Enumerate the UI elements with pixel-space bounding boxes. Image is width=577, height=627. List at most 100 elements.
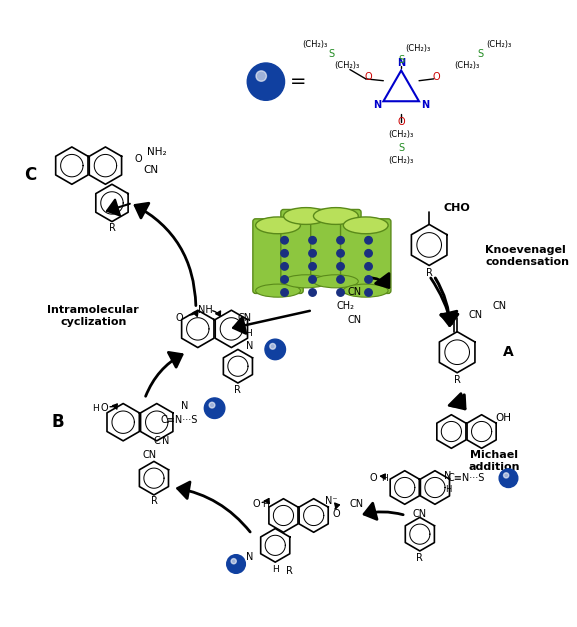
Text: O: O — [253, 499, 260, 509]
Text: R: R — [151, 497, 158, 507]
Text: R: R — [417, 554, 424, 564]
Text: addition: addition — [469, 462, 520, 472]
Text: O: O — [398, 117, 405, 127]
Text: NH: NH — [198, 305, 213, 315]
Text: cyclization: cyclization — [60, 317, 126, 327]
Text: CH₂: CH₂ — [336, 300, 354, 310]
FancyBboxPatch shape — [310, 209, 361, 284]
Text: N: N — [373, 100, 381, 110]
Text: O: O — [365, 72, 372, 82]
Text: R: R — [234, 386, 241, 396]
Ellipse shape — [256, 284, 301, 297]
Circle shape — [337, 236, 344, 244]
Text: OH: OH — [496, 413, 512, 423]
Text: H: H — [263, 500, 269, 508]
Text: A: A — [503, 345, 514, 359]
FancyBboxPatch shape — [253, 219, 304, 293]
Circle shape — [337, 289, 344, 296]
Text: CHO: CHO — [444, 203, 470, 213]
Circle shape — [504, 473, 509, 478]
Text: C: C — [153, 436, 160, 446]
Text: N: N — [246, 340, 254, 350]
Ellipse shape — [313, 208, 358, 224]
Ellipse shape — [284, 208, 328, 224]
Circle shape — [309, 289, 316, 296]
Text: N: N — [181, 401, 189, 411]
Text: O: O — [433, 72, 440, 82]
Text: (CH₂)₃: (CH₂)₃ — [486, 40, 512, 49]
Text: C≡N···S: C≡N···S — [160, 415, 198, 425]
FancyBboxPatch shape — [281, 209, 331, 284]
Text: C: C — [24, 166, 36, 184]
Text: N: N — [397, 58, 405, 68]
Text: (CH₂)₃: (CH₂)₃ — [454, 61, 479, 70]
Text: R: R — [108, 223, 115, 233]
Circle shape — [337, 276, 344, 283]
Circle shape — [309, 250, 316, 257]
Text: O: O — [332, 508, 340, 519]
Circle shape — [309, 236, 316, 244]
Text: (CH₂)₃: (CH₂)₃ — [406, 45, 430, 53]
Text: CN: CN — [347, 315, 362, 325]
Text: H: H — [381, 473, 388, 483]
Text: =: = — [290, 72, 307, 91]
Text: S: S — [477, 49, 484, 59]
Circle shape — [281, 236, 288, 244]
Circle shape — [365, 289, 372, 296]
Circle shape — [365, 236, 372, 244]
Circle shape — [209, 403, 215, 408]
Circle shape — [281, 263, 288, 270]
Text: Michael: Michael — [470, 450, 519, 460]
Circle shape — [281, 250, 288, 257]
Text: N: N — [444, 472, 452, 482]
Circle shape — [337, 263, 344, 270]
Text: (CH₂)₃: (CH₂)₃ — [335, 61, 359, 70]
Text: S: S — [398, 143, 404, 153]
Text: R: R — [454, 375, 460, 385]
Circle shape — [265, 339, 286, 360]
Text: (CH₂)₃: (CH₂)₃ — [303, 40, 328, 49]
Text: O: O — [369, 473, 377, 483]
Text: O: O — [100, 403, 108, 413]
Ellipse shape — [256, 217, 301, 234]
Text: H: H — [245, 329, 252, 338]
Text: H: H — [445, 485, 451, 494]
Text: C≡N···S: C≡N···S — [448, 473, 485, 483]
Text: NH₂: NH₂ — [147, 147, 167, 157]
Text: H: H — [92, 404, 99, 413]
Text: Intramolecular: Intramolecular — [47, 305, 139, 315]
Circle shape — [281, 276, 288, 283]
Text: O: O — [175, 313, 183, 323]
Text: B: B — [51, 413, 64, 431]
Ellipse shape — [343, 284, 388, 297]
Circle shape — [365, 250, 372, 257]
Text: CN: CN — [142, 450, 156, 460]
FancyBboxPatch shape — [340, 219, 391, 293]
Text: S: S — [398, 55, 404, 65]
Circle shape — [309, 263, 316, 270]
Ellipse shape — [284, 275, 328, 288]
Text: R: R — [426, 268, 433, 278]
Text: condensation: condensation — [485, 256, 569, 266]
Text: N: N — [421, 100, 429, 110]
Circle shape — [281, 289, 288, 296]
Text: N: N — [162, 436, 170, 446]
Circle shape — [337, 250, 344, 257]
Circle shape — [499, 469, 518, 488]
Text: S: S — [328, 49, 334, 59]
Text: N: N — [246, 552, 254, 562]
Ellipse shape — [343, 217, 388, 234]
Circle shape — [227, 555, 245, 573]
Text: CN: CN — [469, 310, 483, 320]
Text: N⁻: N⁻ — [325, 497, 338, 507]
Circle shape — [204, 398, 225, 418]
Circle shape — [247, 63, 284, 100]
Text: CN: CN — [144, 166, 159, 176]
Text: CN: CN — [413, 508, 427, 519]
Text: R: R — [286, 566, 293, 576]
Text: H: H — [272, 565, 279, 574]
Circle shape — [270, 344, 276, 349]
Text: Knoevenagel: Knoevenagel — [485, 245, 566, 255]
Circle shape — [231, 559, 237, 564]
Text: CN: CN — [347, 287, 362, 297]
